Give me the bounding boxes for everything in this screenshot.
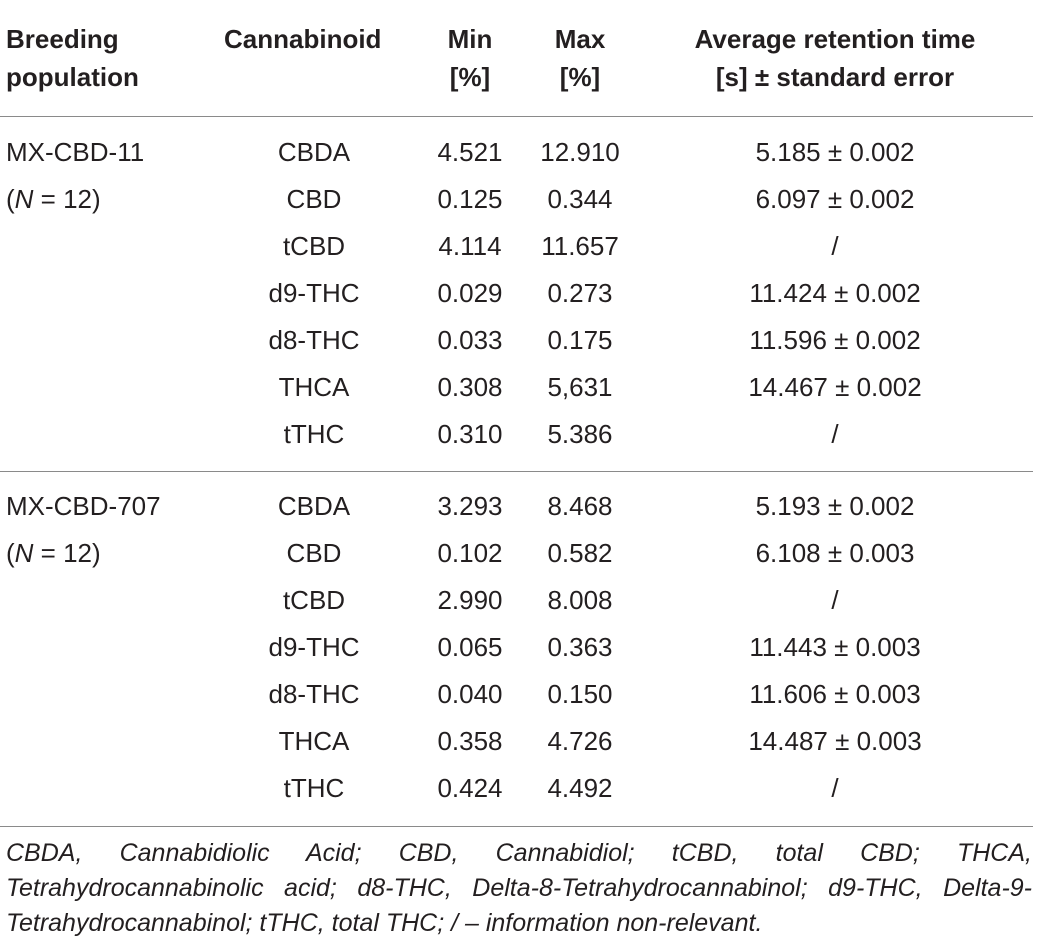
cannabinoid-cell: d8-THC — [268, 325, 360, 355]
min-cell: 4.521 — [437, 137, 503, 167]
avg-retention-cell: 6.108 ± 0.003 — [755, 538, 915, 568]
max-cell: 0.344 — [547, 184, 613, 214]
avg-retention-cell: / — [831, 231, 839, 261]
table-bottom-divider — [0, 826, 1033, 827]
header-line: Cannabinoid — [224, 24, 382, 54]
cannabinoid-cell: tCBD — [282, 231, 346, 261]
max-cell: 0.150 — [547, 679, 613, 709]
avg-retention-cell: 11.606 ± 0.003 — [749, 679, 921, 709]
avg-retention-cell: / — [831, 419, 839, 449]
min-cell: 0.065 — [437, 632, 503, 662]
header-line: [s] ± standard error — [715, 62, 955, 92]
header-line: [%] — [449, 62, 491, 92]
max-cell: 11.657 — [541, 231, 619, 261]
table-row: MX-CBD-707 CBDA 3.293 8.468 5.193 ± 0.002 — [0, 483, 1039, 530]
cannabinoid-cell: CBDA — [277, 137, 351, 167]
table-row: d8-THC 0.033 0.175 11.596 ± 0.002 — [0, 317, 1039, 364]
breeding-population-n: (N = 12) — [6, 184, 101, 214]
min-cell: 3.293 — [437, 491, 503, 521]
cannabinoid-cell: d8-THC — [268, 679, 360, 709]
table-row: MX-CBD-11 CBDA 4.521 12.910 5.185 ± 0.002 — [0, 129, 1039, 176]
table-row: tCBD 4.114 11.657 / — [0, 223, 1039, 270]
header-average-retention-time: Average retention time [s] ± standard er… — [665, 20, 1005, 96]
cannabinoid-cell: CBDA — [277, 491, 351, 521]
max-cell: 8.468 — [547, 491, 613, 521]
avg-retention-cell: 11.424 ± 0.002 — [749, 278, 921, 308]
avg-retention-cell: 5.185 ± 0.002 — [755, 137, 915, 167]
table-row: (N = 12) CBD 0.125 0.344 6.097 ± 0.002 — [0, 176, 1039, 223]
header-line: population — [6, 62, 139, 92]
max-cell: 5,631 — [547, 372, 613, 402]
cannabinoid-cell: CBD — [286, 184, 342, 214]
table-row: tTHC 0.424 4.492 / — [0, 765, 1039, 812]
min-cell: 0.029 — [437, 278, 503, 308]
cannabinoid-cell: d9-THC — [268, 278, 360, 308]
avg-retention-cell: / — [831, 773, 839, 803]
max-cell: 0.273 — [547, 278, 613, 308]
header-breeding-population: Breeding population — [6, 20, 139, 96]
max-cell: 4.726 — [547, 726, 613, 756]
avg-retention-cell: / — [831, 585, 839, 615]
cannabinoid-cell: tCBD — [282, 585, 346, 615]
min-cell: 4.114 — [438, 231, 502, 261]
header-min: Min [%] — [422, 20, 518, 96]
avg-retention-cell: 11.596 ± 0.002 — [749, 325, 921, 355]
max-cell: 4.492 — [547, 773, 613, 803]
header-line: Average retention time — [694, 24, 976, 54]
avg-retention-cell: 5.193 ± 0.002 — [755, 491, 915, 521]
header-line: Max — [554, 24, 606, 54]
header-line: [%] — [559, 62, 601, 92]
header-max: Max [%] — [528, 20, 632, 96]
header-line: Min — [447, 24, 493, 54]
min-cell: 0.424 — [437, 773, 503, 803]
min-cell: 0.040 — [437, 679, 503, 709]
min-cell: 0.102 — [437, 538, 503, 568]
cannabinoid-cell: THCA — [278, 726, 350, 756]
avg-retention-cell: 6.097 ± 0.002 — [755, 184, 915, 214]
max-cell: 0.175 — [547, 325, 613, 355]
breeding-population-n: (N = 12) — [6, 538, 101, 568]
table-row: d9-THC 0.065 0.363 11.443 ± 0.003 — [0, 624, 1039, 671]
avg-retention-cell: 11.443 ± 0.003 — [749, 632, 921, 662]
cannabinoid-cell: tTHC — [283, 773, 345, 803]
max-cell: 12.910 — [540, 137, 620, 167]
cannabinoid-cell: CBD — [286, 538, 342, 568]
breeding-population-name: MX-CBD-707 — [6, 491, 161, 521]
header-line: Breeding — [6, 24, 119, 54]
table-row: d9-THC 0.029 0.273 11.424 ± 0.002 — [0, 270, 1039, 317]
cannabinoid-cell: d9-THC — [268, 632, 360, 662]
max-cell: 0.363 — [547, 632, 613, 662]
min-cell: 0.033 — [437, 325, 503, 355]
table-row: d8-THC 0.040 0.150 11.606 ± 0.003 — [0, 671, 1039, 718]
min-cell: 2.990 — [437, 585, 503, 615]
max-cell: 0.582 — [547, 538, 613, 568]
avg-retention-cell: 14.487 ± 0.003 — [748, 726, 922, 756]
table-header: Breeding population Cannabinoid Min [%] … — [0, 0, 1039, 116]
cannabinoid-cell: tTHC — [283, 419, 345, 449]
table-row: tTHC 0.310 5.386 / — [0, 411, 1039, 458]
table-footnote: CBDA, Cannabidiolic Acid; CBD, Cannabidi… — [6, 839, 1032, 937]
table-row: (N = 12) CBD 0.102 0.582 6.108 ± 0.003 — [0, 530, 1039, 577]
table-row: tCBD 2.990 8.008 / — [0, 577, 1039, 624]
header-divider — [0, 116, 1033, 117]
breeding-population-name: MX-CBD-11 — [6, 137, 145, 167]
min-cell: 0.308 — [437, 372, 503, 402]
table-row: THCA 0.358 4.726 14.487 ± 0.003 — [0, 718, 1039, 765]
min-cell: 0.358 — [437, 726, 503, 756]
max-cell: 5.386 — [547, 419, 613, 449]
max-cell: 8.008 — [547, 585, 613, 615]
min-cell: 0.125 — [437, 184, 503, 214]
header-cannabinoid: Cannabinoid — [224, 20, 381, 58]
cannabinoid-cell: THCA — [278, 372, 350, 402]
table-row: THCA 0.308 5,631 14.467 ± 0.002 — [0, 364, 1039, 411]
min-cell: 0.310 — [437, 419, 503, 449]
avg-retention-cell: 14.467 ± 0.002 — [748, 372, 922, 402]
group-divider — [0, 471, 1033, 472]
